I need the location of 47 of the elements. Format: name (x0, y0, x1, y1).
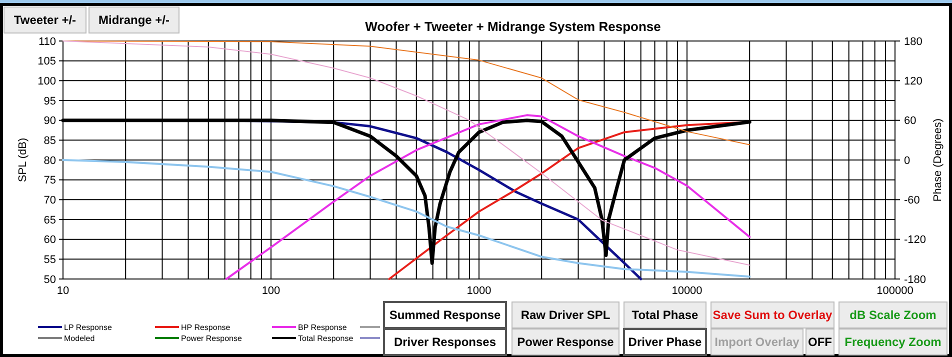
x-tick-label: 10 (56, 285, 70, 297)
y-tick-label: 80 (44, 154, 56, 167)
y-tick-label: 110 (38, 36, 56, 48)
y2-tick-label: -120 (904, 234, 926, 246)
y-tick-label: 100 (38, 76, 56, 88)
y-tick-label: 105 (38, 56, 56, 68)
text: Summed Response (389, 308, 501, 322)
y2-tick-label: 180 (904, 36, 922, 48)
text: Driver Phase (628, 335, 702, 350)
text: Midrange +/- (98, 13, 170, 28)
text: Raw Driver SPL (520, 308, 610, 322)
x-tick-label: 1000 (466, 285, 492, 297)
y-axis-title: SPL (dB) (17, 138, 29, 182)
text: Tweeter +/- (14, 13, 76, 28)
y-tick-label: 75 (44, 174, 56, 187)
x-tick-label: 100 (262, 285, 280, 297)
y2-tick-label: -60 (904, 194, 920, 207)
text: OFF (808, 335, 832, 350)
text: Save Sum to Overlay (712, 308, 833, 322)
legend-label: Modeled (64, 334, 95, 343)
y2-axis-title: Phase (Degrees) (932, 118, 944, 202)
text: Total Phase (632, 308, 699, 322)
y-tick-label: 60 (44, 234, 56, 246)
text: dB Scale Zoom (850, 308, 936, 322)
y-tick-label: 55 (44, 254, 56, 266)
x-tick-label: 100000 (876, 285, 914, 297)
y2-tick-label: 120 (904, 76, 922, 88)
legend-label: Total Response (298, 334, 354, 343)
text: Power Response (517, 335, 614, 350)
legend-label: Power Response (181, 334, 242, 343)
legend-label: HP Response (181, 322, 231, 332)
text: Import Overlay (714, 335, 800, 350)
y-tick-label: 50 (44, 274, 56, 286)
y-tick-label: 95 (44, 95, 56, 108)
y-tick-label: 65 (44, 214, 56, 226)
x-tick-label: 10000 (672, 285, 702, 297)
y2-tick-label: -180 (904, 274, 926, 286)
legend-label: LP Response (64, 322, 112, 332)
text: Frequency Zoom (844, 335, 942, 350)
legend-label: BP Response (298, 322, 348, 332)
y-tick-label: 90 (44, 115, 56, 128)
chart-title: Woofer + Tweeter + Midrange System Response (365, 19, 661, 34)
y2-tick-label: 0 (904, 154, 910, 167)
y-tick-label: 70 (44, 194, 56, 207)
text: Driver Responses (394, 335, 496, 350)
y2-tick-label: 60 (904, 115, 916, 128)
y-tick-label: 85 (44, 135, 56, 148)
